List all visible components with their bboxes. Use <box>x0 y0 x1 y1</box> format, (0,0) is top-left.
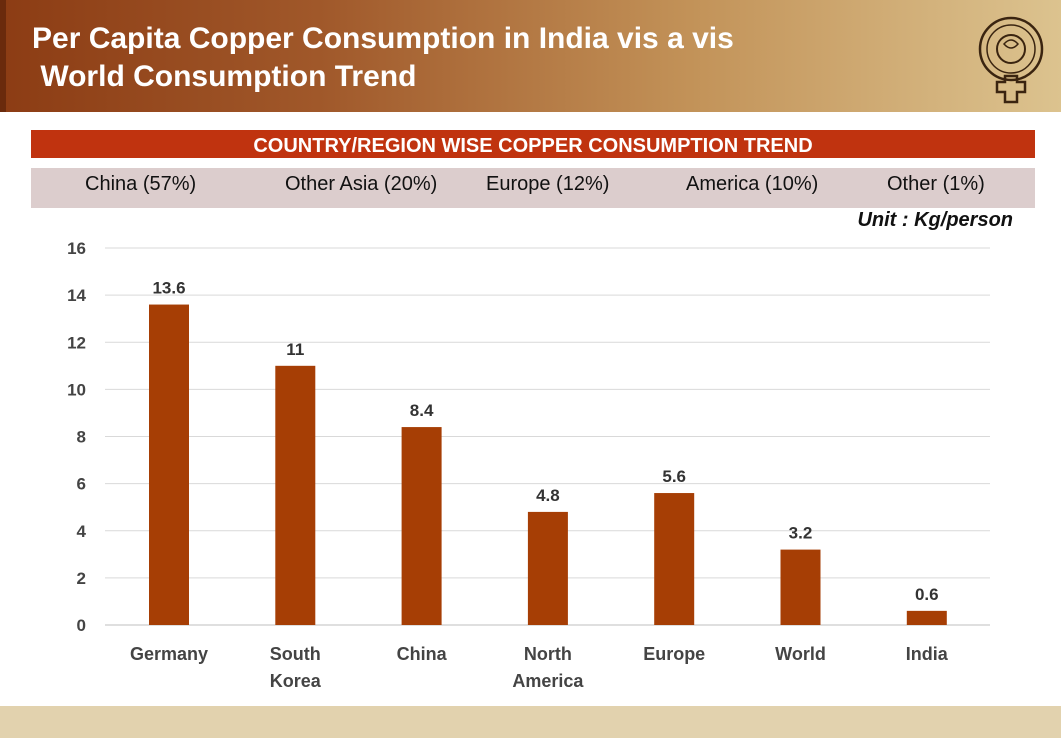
data-label: 3.2 <box>789 524 813 543</box>
chart-banner: COUNTRY/REGION WISE COPPER CONSUMPTION T… <box>31 130 1035 158</box>
x-tick-label: North America <box>512 644 584 691</box>
header-edge <box>0 0 6 112</box>
share-china: China (57%) <box>85 173 197 195</box>
x-tick-label: China <box>397 644 448 664</box>
y-tick-label: 2 <box>77 569 86 588</box>
slide-footer <box>0 706 1061 738</box>
y-tick-label: 8 <box>77 428 86 447</box>
bar <box>780 549 821 625</box>
region-share-strip: China (57%) Other Asia (20%) Europe (12%… <box>31 168 1035 208</box>
y-tick-label: 6 <box>77 475 86 494</box>
company-seal-icon <box>978 16 1044 104</box>
x-tick-label: India <box>906 644 949 664</box>
data-label: 11 <box>286 340 304 359</box>
data-label: 4.8 <box>536 486 560 505</box>
bar <box>149 304 189 625</box>
y-tick-label: 12 <box>67 333 86 352</box>
unit-label: Unit : Kg/person <box>857 209 1013 231</box>
x-tick-label: South Korea <box>270 644 322 691</box>
x-tick-label: World <box>775 644 826 664</box>
data-label: 0.6 <box>915 585 939 604</box>
share-america: America (10%) <box>686 173 819 195</box>
y-tick-label: 0 <box>77 616 86 635</box>
bar-chart: 0 2 4 6 8 10 12 14 16 13.6 Germany 11 South Korea 8.4 C… <box>67 239 990 691</box>
slide-title: Per Capita Copper Consumption in India v… <box>32 22 734 93</box>
y-tick-label: 14 <box>67 286 86 305</box>
data-label: 5.6 <box>662 467 686 486</box>
x-tick-label: Europe <box>643 644 705 664</box>
bar <box>275 365 316 625</box>
share-other-asia: Other Asia (20%) <box>285 173 438 195</box>
x-tick-label: Germany <box>130 644 208 664</box>
bar <box>654 493 695 625</box>
slide-header: Per Capita Copper Consumption in India v… <box>0 0 1061 112</box>
y-tick-label: 4 <box>77 522 87 541</box>
y-tick-label: 10 <box>67 380 86 399</box>
y-tick-label: 16 <box>67 239 86 258</box>
bar <box>527 511 568 625</box>
data-label: 13.6 <box>152 279 185 298</box>
data-label: 8.4 <box>410 401 434 420</box>
share-other: Other (1%) <box>887 173 985 195</box>
bar <box>401 427 442 625</box>
share-europe: Europe (12%) <box>486 173 610 195</box>
bar <box>906 610 947 625</box>
